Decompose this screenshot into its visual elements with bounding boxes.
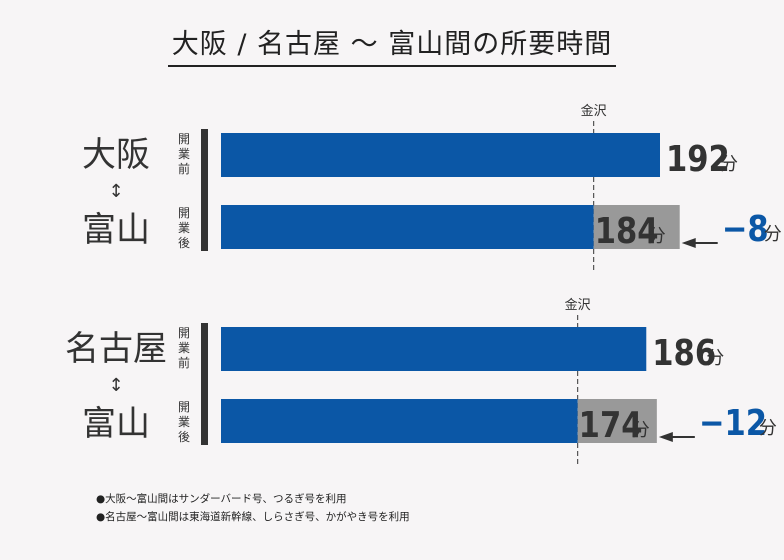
group2-bar-after-overlap [577,399,657,443]
group1-route-to-label: 富山 [82,210,150,250]
group1-value-after: 184 [595,210,659,252]
group2-label-before-char1: 業 [178,341,190,355]
footnote-nagoya: ●名古屋～富山間は東海道新幹線、しらさぎ号、かがやき号を利用 [96,511,410,523]
group2-unit-after: 分 [632,420,650,441]
group2-label-after-char0: 開 [178,400,190,414]
group2-diff-arrow-head [658,432,673,442]
group2-reference-label: 金沢 [565,297,591,313]
group2-route-arrow: ↕ [108,375,123,396]
group1-unit-before: 分 [720,154,738,175]
group1-diff-arrow-head [681,238,696,248]
group1-bar-before [221,133,660,177]
group2-value-after: 174 [579,404,643,446]
group1-route-arrow: ↕ [108,181,123,202]
group1-label-before-char2: 前 [178,161,190,176]
group2-bar-before [221,327,647,371]
group1-bar-after-overlap [593,205,680,249]
chart-title-text: 大阪 / 名古屋 ～ 富山間の所要時間 [167,22,617,67]
chart-title: 大阪 / 名古屋 ～ 富山間の所要時間 [0,22,784,67]
group2-route-to-label: 富山 [82,404,150,444]
group2-label-after-char1: 業 [178,415,190,429]
group1-axis-bar [201,129,208,251]
group1-label-after-char1: 業 [178,221,190,235]
group2-unit-before: 分 [706,348,724,369]
group2-bar-after [221,399,578,443]
group2-diff-unit: 分 [759,418,777,439]
group1-unit-after: 分 [648,226,666,247]
group1-label-before-char0: 開 [178,132,190,146]
group2-label-before-char0: 開 [178,326,190,340]
group2-label-before-char2: 前 [178,355,190,370]
group1-reference-label: 金沢 [581,103,607,119]
group2-diff-value: −12 [699,402,767,444]
group1-diff-value: −8 [722,208,769,250]
group2-axis-bar [201,323,208,445]
group1-label-after-char0: 開 [178,206,190,220]
footnote-osaka: ●大阪～富山間はサンダーバード号、つるぎ号を利用 [96,493,347,505]
group1-bar-after [221,205,594,249]
group2-route-from-label: 名古屋 [65,329,167,369]
group2-label-after-char2: 後 [178,430,190,444]
group1-route-from-label: 大阪 [82,135,150,175]
footnotes: ●大阪～富山間はサンダーバード号、つるぎ号を利用 ●名古屋～富山間は東海道新幹線… [96,490,410,526]
group1-value-before: 192 [666,138,730,180]
group2-value-before: 186 [652,332,716,374]
group1-label-after-char2: 後 [178,236,190,250]
group1-diff-unit: 分 [764,224,782,245]
group1-label-before-char1: 業 [178,147,190,161]
